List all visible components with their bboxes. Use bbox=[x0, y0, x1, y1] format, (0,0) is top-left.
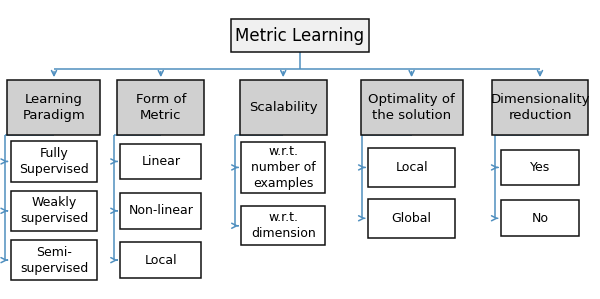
FancyBboxPatch shape bbox=[501, 200, 579, 236]
FancyBboxPatch shape bbox=[11, 191, 97, 231]
Text: Linear: Linear bbox=[142, 155, 181, 168]
FancyBboxPatch shape bbox=[241, 206, 325, 245]
FancyBboxPatch shape bbox=[240, 80, 326, 135]
FancyBboxPatch shape bbox=[361, 80, 463, 135]
Text: Dimensionality
reduction: Dimensionality reduction bbox=[490, 93, 590, 122]
FancyBboxPatch shape bbox=[118, 80, 204, 135]
FancyBboxPatch shape bbox=[121, 242, 202, 278]
Text: w.r.t.
dimension: w.r.t. dimension bbox=[251, 211, 316, 240]
FancyBboxPatch shape bbox=[231, 19, 369, 52]
Text: Semi-
supervised: Semi- supervised bbox=[20, 246, 88, 274]
Text: Metric Learning: Metric Learning bbox=[235, 27, 365, 45]
Text: Local: Local bbox=[145, 254, 177, 267]
Text: w.r.t.
number of
examples: w.r.t. number of examples bbox=[251, 145, 316, 190]
FancyBboxPatch shape bbox=[492, 80, 588, 135]
FancyBboxPatch shape bbox=[241, 142, 325, 193]
Text: Learning
Paradigm: Learning Paradigm bbox=[23, 93, 85, 122]
FancyBboxPatch shape bbox=[501, 150, 579, 185]
FancyBboxPatch shape bbox=[121, 193, 202, 229]
FancyBboxPatch shape bbox=[11, 141, 97, 181]
Text: Yes: Yes bbox=[530, 161, 550, 174]
Text: Fully
Supervised: Fully Supervised bbox=[19, 147, 89, 176]
Text: No: No bbox=[532, 212, 548, 225]
Text: Local: Local bbox=[395, 161, 428, 174]
FancyBboxPatch shape bbox=[121, 144, 202, 179]
FancyBboxPatch shape bbox=[368, 199, 455, 238]
Text: Weakly
supervised: Weakly supervised bbox=[20, 196, 88, 225]
Text: Optimality of
the solution: Optimality of the solution bbox=[368, 93, 455, 122]
Text: Non-linear: Non-linear bbox=[128, 204, 193, 217]
Text: Global: Global bbox=[392, 212, 431, 225]
Text: Scalability: Scalability bbox=[249, 101, 317, 114]
FancyBboxPatch shape bbox=[368, 148, 455, 187]
Text: Form of
Metric: Form of Metric bbox=[136, 93, 186, 122]
FancyBboxPatch shape bbox=[11, 240, 97, 280]
FancyBboxPatch shape bbox=[7, 80, 100, 135]
